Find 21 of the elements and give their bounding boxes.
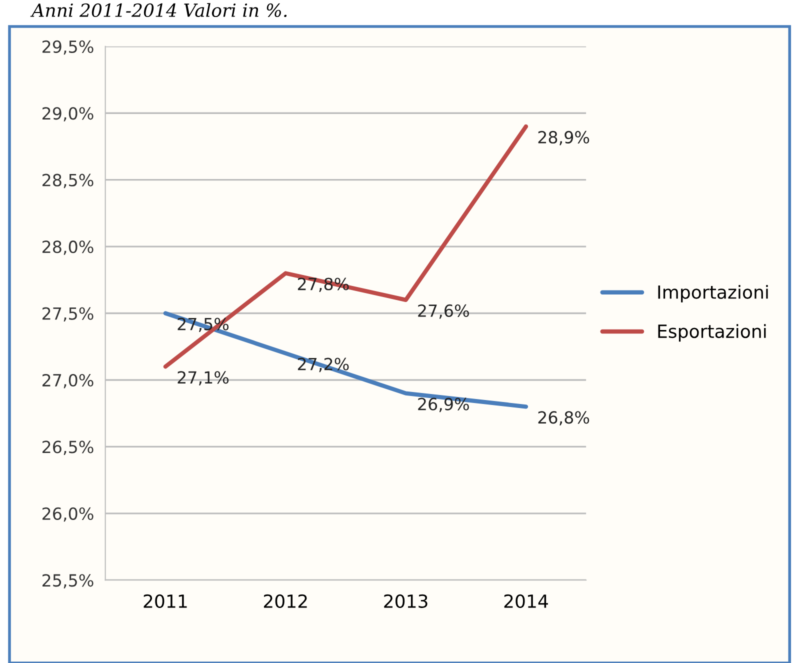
y-tick-label: 26,5% [42,440,94,455]
legend-label: Importazioni [658,284,768,302]
y-tick-label: 26,0% [42,507,94,522]
x-tick-label: 2011 [144,594,187,608]
x-tick-label: 2014 [504,594,548,608]
y-tick-label: 25,5% [42,574,94,588]
x-tick-label: 2012 [264,594,307,608]
legend-label: Esportazioni [658,324,766,342]
data-label: 27,6% [418,304,469,319]
x-tick-label: 2013 [384,594,428,608]
y-tick-label: 28,5% [42,174,94,188]
y-tick-label: 28,0% [42,240,94,255]
y-tick-label: 29,0% [42,107,94,122]
y-tick-label: 29,5% [42,40,94,55]
y-tick-label: 27,0% [42,374,94,388]
data-label: 27,1% [178,371,229,386]
text: Anni 2011-2014 Valori in %. [30,3,287,18]
y-tick-label: 27,5% [42,307,94,322]
data-label: 26,9% [418,398,469,412]
data-label: 26,8% [538,411,590,426]
data-label: 28,9% [538,130,590,146]
